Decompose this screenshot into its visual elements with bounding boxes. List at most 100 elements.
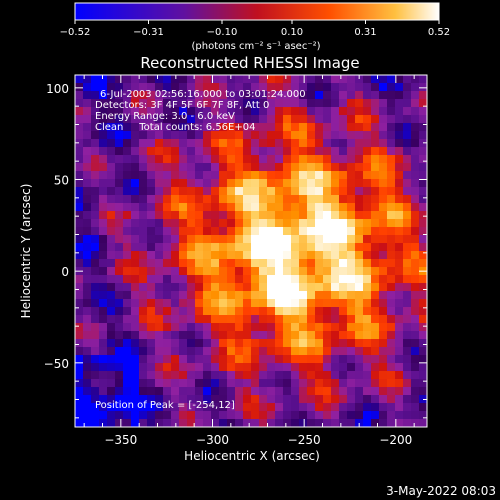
heatmap-cell <box>171 275 180 284</box>
heatmap-cell <box>347 195 356 204</box>
heatmap-cell <box>139 163 148 172</box>
heatmap-cell <box>235 419 244 427</box>
heatmap-cell <box>179 331 188 340</box>
heatmap-cell <box>299 219 308 228</box>
heatmap-cell <box>363 355 372 364</box>
heatmap-cell <box>363 275 372 284</box>
heatmap-cell <box>243 107 252 116</box>
heatmap-cell <box>403 347 412 356</box>
heatmap-cell <box>267 291 276 300</box>
heatmap-cell <box>331 219 340 228</box>
heatmap-cell <box>339 99 348 108</box>
heatmap-cell <box>291 363 300 372</box>
heatmap-cell <box>235 235 244 244</box>
heatmap-cell <box>339 339 348 348</box>
heatmap-cell <box>107 187 116 196</box>
heatmap-cell <box>163 331 172 340</box>
heatmap-cell <box>363 419 372 427</box>
heatmap-cell <box>251 371 260 380</box>
heatmap-cell <box>115 275 124 284</box>
heatmap-cell <box>155 99 164 108</box>
heatmap-cell <box>299 195 308 204</box>
heatmap-cell <box>195 371 204 380</box>
heatmap-cell <box>131 331 140 340</box>
heatmap-cell <box>187 395 196 404</box>
heatmap-cell <box>347 251 356 260</box>
heatmap-cell <box>347 123 356 132</box>
heatmap-cell <box>363 403 372 412</box>
heatmap-cell <box>323 371 332 380</box>
heatmap-cell <box>411 147 420 156</box>
heatmap-cell <box>411 323 420 332</box>
heatmap-cell <box>251 235 260 244</box>
colorbar-tick-label: −0.52 <box>60 27 91 38</box>
heatmap-cell <box>219 227 228 236</box>
heatmap-cell <box>203 363 212 372</box>
heatmap-cell <box>203 411 212 420</box>
heatmap-cell <box>211 107 220 116</box>
heatmap-cell <box>115 403 124 412</box>
heatmap-cell <box>171 395 180 404</box>
heatmap-cell <box>283 315 292 324</box>
heatmap-cell <box>371 91 380 100</box>
heatmap-cell <box>115 171 124 180</box>
heatmap-cell <box>387 267 396 276</box>
heatmap-cell <box>203 283 212 292</box>
heatmap-cell <box>171 243 180 252</box>
heatmap-cell <box>307 291 316 300</box>
heatmap-cell <box>171 339 180 348</box>
heatmap-cell <box>355 387 364 396</box>
heatmap-cell <box>99 171 108 180</box>
heatmap-cell <box>307 131 316 140</box>
heatmap-cell <box>243 235 252 244</box>
heatmap-cell <box>107 147 116 156</box>
heatmap-cell <box>371 195 380 204</box>
heatmap-cell <box>323 195 332 204</box>
heatmap-cell <box>219 411 228 420</box>
heatmap-cell <box>275 235 284 244</box>
heatmap-cell <box>115 259 124 268</box>
heatmap-cell <box>339 163 348 172</box>
heatmap-cell <box>211 347 220 356</box>
heatmap-cell <box>403 379 412 388</box>
heatmap-cell <box>363 75 372 84</box>
heatmap-cell <box>395 243 404 252</box>
heatmap-cell <box>243 419 252 427</box>
heatmap-cell <box>75 155 84 164</box>
heatmap-cell <box>395 387 404 396</box>
heatmap-cell <box>259 131 268 140</box>
heatmap-cell <box>75 419 84 427</box>
heatmap-cell <box>123 347 132 356</box>
heatmap-cell <box>379 163 388 172</box>
heatmap-cell <box>115 323 124 332</box>
heatmap-cell <box>171 123 180 132</box>
heatmap-cell <box>355 179 364 188</box>
heatmap-cell <box>403 251 412 260</box>
heatmap-cell <box>163 363 172 372</box>
heatmap-cell <box>235 363 244 372</box>
heatmap-cell <box>147 411 156 420</box>
heatmap-cell <box>163 75 172 84</box>
heatmap-cell <box>411 411 420 420</box>
heatmap-cell <box>299 139 308 148</box>
heatmap-cell <box>123 403 132 412</box>
heatmap-cell <box>331 355 340 364</box>
heatmap-cell <box>315 371 324 380</box>
heatmap-cell <box>419 355 427 364</box>
heatmap-cell <box>307 155 316 164</box>
heatmap-cell <box>115 379 124 388</box>
heatmap-cell <box>283 171 292 180</box>
heatmap-cell <box>419 235 427 244</box>
heatmap-cell <box>267 83 276 92</box>
heatmap-cell <box>315 203 324 212</box>
heatmap-cell <box>387 123 396 132</box>
heatmap-cell <box>179 211 188 220</box>
heatmap-cell <box>243 147 252 156</box>
heatmap-cell <box>259 395 268 404</box>
heatmap-cell <box>299 115 308 124</box>
heatmap-cell <box>411 139 420 148</box>
heatmap-cell <box>371 299 380 308</box>
heatmap-cell <box>115 115 124 124</box>
heatmap-cell <box>219 139 228 148</box>
heatmap-cell <box>91 371 100 380</box>
